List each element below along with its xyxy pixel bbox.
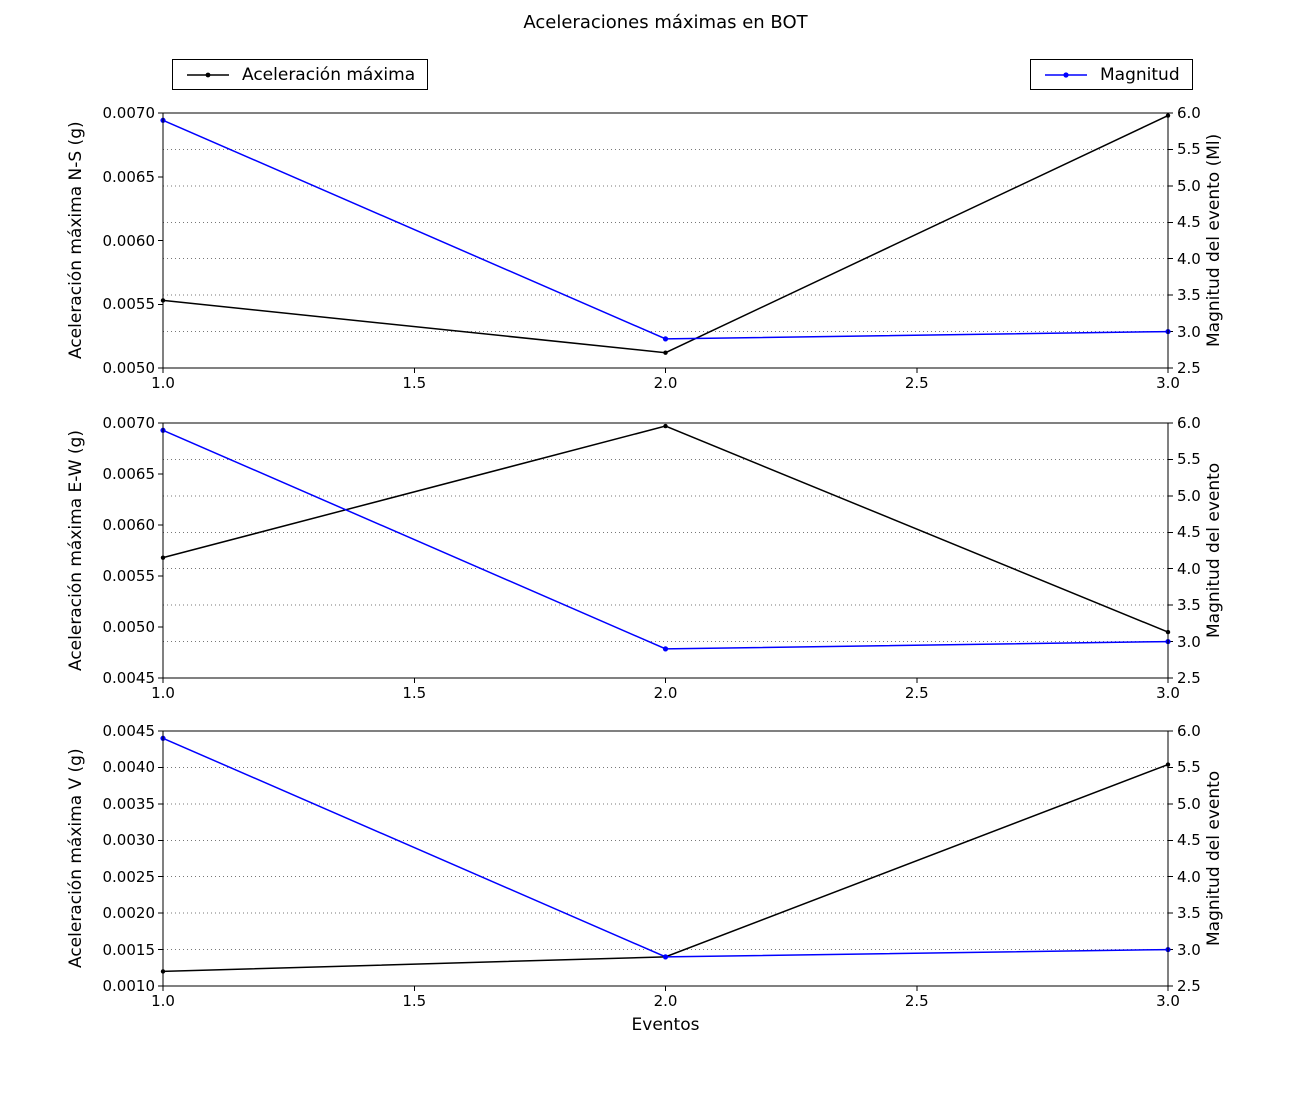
ytick-right-label: 4.5 xyxy=(1177,213,1201,232)
ylabel-left-subplot-1: Aceleración máxima N-S (g) xyxy=(66,121,86,360)
ytick-left-label: 0.0020 xyxy=(102,904,156,923)
ytick-right-label: 3.5 xyxy=(1177,286,1201,305)
xtick-label: 1.0 xyxy=(151,374,175,392)
ytick-left-label: 0.0015 xyxy=(102,940,156,959)
ytick-right-label: 2.5 xyxy=(1177,669,1201,687)
data-point-marker xyxy=(662,954,669,960)
ytick-left-label: 0.0070 xyxy=(102,104,156,122)
ytick-left-label: 0.0055 xyxy=(102,567,156,585)
xtick-label: 3.0 xyxy=(1156,684,1180,702)
ylabel-right-subplot-3: Magnitud del evento xyxy=(1204,770,1224,947)
ytick-left-label: 0.0040 xyxy=(102,758,156,777)
ytick-right-label: 2.5 xyxy=(1177,359,1201,377)
legend-magnitude-marker xyxy=(1063,71,1069,78)
x-axis-label: Eventos xyxy=(631,1015,700,1035)
ytick-right-label: 5.0 xyxy=(1177,176,1201,195)
ylabel-right-subplot-1: Magnitud del evento (Ml) xyxy=(1204,133,1224,348)
legend-line-icon xyxy=(1045,71,1087,78)
data-point-marker xyxy=(663,423,668,429)
ytick-right-label: 4.0 xyxy=(1177,559,1201,578)
xtick-label: 3.0 xyxy=(1156,992,1180,1010)
data-point-marker xyxy=(662,646,669,652)
ytick-right-label: 3.5 xyxy=(1177,904,1201,923)
ytick-right-label: 3.0 xyxy=(1177,632,1201,651)
xtick-label: 1.0 xyxy=(151,684,175,702)
legend-acceleration: Aceleración máxima xyxy=(172,59,429,90)
ytick-left-label: 0.0025 xyxy=(102,867,156,886)
chart-title: Aceleraciones máximas en BOT xyxy=(523,12,808,33)
ytick-left-label: 0.0045 xyxy=(102,722,156,740)
legend-magnitude-label: Magnitud xyxy=(1100,64,1180,85)
ytick-left-label: 0.0035 xyxy=(102,794,156,813)
ytick-left-label: 0.0050 xyxy=(102,359,156,377)
ytick-right-label: 5.5 xyxy=(1177,758,1201,777)
ylabel-left-subplot-2: Aceleración máxima E-W (g) xyxy=(66,430,86,671)
ytick-right-label: 4.5 xyxy=(1177,523,1201,542)
ytick-left-label: 0.0070 xyxy=(102,414,156,432)
xtick-label: 1.0 xyxy=(151,992,175,1010)
ytick-right-label: 5.0 xyxy=(1177,486,1201,505)
ytick-right-label: 3.5 xyxy=(1177,596,1201,615)
data-point-marker xyxy=(662,336,669,342)
xtick-label: 2.5 xyxy=(904,684,929,702)
ytick-right-label: 4.0 xyxy=(1177,867,1201,886)
ytick-right-label: 6.0 xyxy=(1177,722,1201,740)
xtick-label: 3.0 xyxy=(1156,374,1180,392)
ytick-left-label: 0.0045 xyxy=(102,669,156,687)
ytick-right-label: 5.5 xyxy=(1177,450,1201,469)
ylabel-left-subplot-3: Aceleración máxima V (g) xyxy=(66,748,86,969)
xtick-label: 1.5 xyxy=(402,684,427,702)
legend-magnitude: Magnitud xyxy=(1030,59,1193,90)
ytick-left-label: 0.0010 xyxy=(102,977,156,995)
data-point-marker xyxy=(663,350,668,355)
ytick-right-label: 3.0 xyxy=(1177,322,1201,341)
legend-acceleration-label: Aceleración máxima xyxy=(242,64,416,85)
ytick-right-label: 5.5 xyxy=(1177,140,1201,159)
subplot-1-plot-area xyxy=(158,112,1173,373)
ytick-right-label: 2.5 xyxy=(1177,977,1201,995)
ytick-left-label: 0.0065 xyxy=(102,465,156,483)
ytick-left-label: 0.0060 xyxy=(102,516,156,534)
xtick-label: 1.5 xyxy=(402,374,427,392)
ytick-right-label: 4.5 xyxy=(1177,831,1201,850)
ytick-left-label: 0.0050 xyxy=(102,618,156,636)
xtick-label: 2.0 xyxy=(653,992,678,1010)
xtick-label: 2.0 xyxy=(653,374,678,392)
xtick-label: 1.5 xyxy=(402,992,427,1010)
ytick-left-label: 0.0030 xyxy=(102,831,156,850)
subplot-3-plot-area xyxy=(158,730,1173,991)
ylabel-right-subplot-2: Magnitud del evento xyxy=(1204,462,1224,639)
ytick-right-label: 3.0 xyxy=(1177,940,1201,959)
ytick-left-label: 0.0065 xyxy=(102,167,156,186)
ytick-right-label: 6.0 xyxy=(1177,104,1201,122)
ytick-left-label: 0.0055 xyxy=(102,295,156,314)
ytick-left-label: 0.0060 xyxy=(102,231,156,250)
xtick-label: 2.0 xyxy=(653,684,678,702)
ytick-right-label: 5.0 xyxy=(1177,794,1201,813)
ytick-right-label: 4.0 xyxy=(1177,249,1201,268)
xtick-label: 2.5 xyxy=(904,992,929,1010)
legend-line-icon xyxy=(187,72,229,77)
subplot-2-plot-area xyxy=(158,422,1173,683)
xtick-label: 2.5 xyxy=(904,374,929,392)
legend-acceleration-marker xyxy=(205,72,211,77)
ytick-right-label: 6.0 xyxy=(1177,414,1201,432)
